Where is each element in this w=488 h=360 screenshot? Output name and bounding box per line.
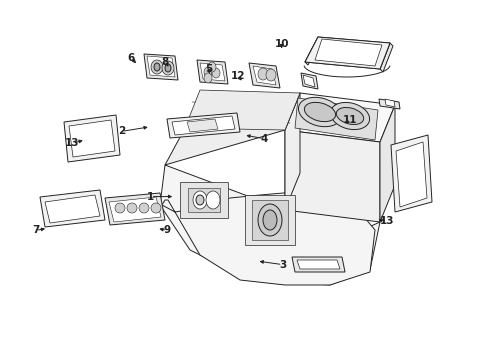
Ellipse shape — [258, 68, 267, 80]
Polygon shape — [147, 56, 175, 77]
Polygon shape — [187, 188, 220, 212]
Polygon shape — [64, 115, 120, 162]
Polygon shape — [314, 39, 381, 66]
Text: 13: 13 — [379, 216, 394, 226]
Polygon shape — [109, 197, 161, 222]
Polygon shape — [305, 37, 321, 65]
Polygon shape — [45, 195, 100, 223]
Text: 11: 11 — [342, 114, 357, 125]
Polygon shape — [301, 73, 317, 89]
Ellipse shape — [139, 203, 149, 213]
Polygon shape — [244, 195, 294, 245]
Ellipse shape — [151, 203, 161, 213]
Text: 7: 7 — [32, 225, 40, 235]
Ellipse shape — [193, 191, 206, 209]
Polygon shape — [378, 99, 399, 109]
Text: 6: 6 — [127, 53, 134, 63]
Ellipse shape — [196, 195, 203, 205]
Ellipse shape — [263, 210, 276, 230]
Polygon shape — [296, 260, 339, 269]
Ellipse shape — [207, 62, 216, 72]
Polygon shape — [305, 37, 389, 69]
Polygon shape — [200, 63, 224, 81]
Ellipse shape — [203, 67, 212, 77]
Polygon shape — [180, 182, 227, 218]
Text: 10: 10 — [274, 39, 288, 49]
Ellipse shape — [115, 203, 125, 213]
Polygon shape — [379, 105, 394, 222]
Polygon shape — [184, 90, 299, 130]
Text: 13: 13 — [65, 138, 80, 148]
Polygon shape — [197, 60, 227, 84]
Ellipse shape — [127, 203, 137, 213]
Polygon shape — [285, 93, 299, 210]
Ellipse shape — [162, 61, 174, 75]
PathPatch shape — [162, 192, 374, 285]
Polygon shape — [305, 37, 389, 69]
Ellipse shape — [298, 97, 341, 127]
Polygon shape — [248, 63, 280, 88]
Polygon shape — [69, 120, 115, 157]
Ellipse shape — [154, 63, 160, 71]
Ellipse shape — [304, 102, 335, 122]
Text: 5: 5 — [205, 64, 212, 74]
Polygon shape — [105, 193, 164, 225]
Ellipse shape — [212, 68, 220, 78]
Polygon shape — [395, 142, 426, 207]
Text: 12: 12 — [230, 71, 244, 81]
Ellipse shape — [330, 102, 369, 130]
Polygon shape — [251, 200, 287, 240]
Polygon shape — [172, 116, 235, 135]
Polygon shape — [167, 113, 240, 138]
Text: 2: 2 — [118, 126, 124, 136]
Polygon shape — [285, 130, 379, 222]
Ellipse shape — [151, 60, 163, 74]
Polygon shape — [294, 98, 377, 140]
Text: 9: 9 — [163, 225, 170, 235]
Polygon shape — [40, 190, 105, 227]
Polygon shape — [384, 99, 394, 107]
Polygon shape — [379, 43, 392, 72]
Text: 1: 1 — [147, 192, 154, 202]
Polygon shape — [390, 135, 431, 212]
Polygon shape — [291, 257, 345, 272]
Ellipse shape — [164, 64, 171, 72]
Text: 3: 3 — [279, 260, 285, 270]
Ellipse shape — [205, 191, 220, 209]
Polygon shape — [160, 165, 379, 285]
Polygon shape — [164, 93, 299, 165]
Text: 4: 4 — [260, 134, 267, 144]
Ellipse shape — [265, 69, 275, 81]
Polygon shape — [285, 93, 394, 142]
Ellipse shape — [258, 204, 282, 236]
Ellipse shape — [336, 108, 363, 125]
Text: 8: 8 — [162, 57, 168, 67]
Ellipse shape — [203, 73, 212, 83]
Polygon shape — [143, 54, 178, 80]
Polygon shape — [303, 75, 314, 87]
Polygon shape — [186, 119, 218, 132]
Polygon shape — [252, 66, 275, 85]
